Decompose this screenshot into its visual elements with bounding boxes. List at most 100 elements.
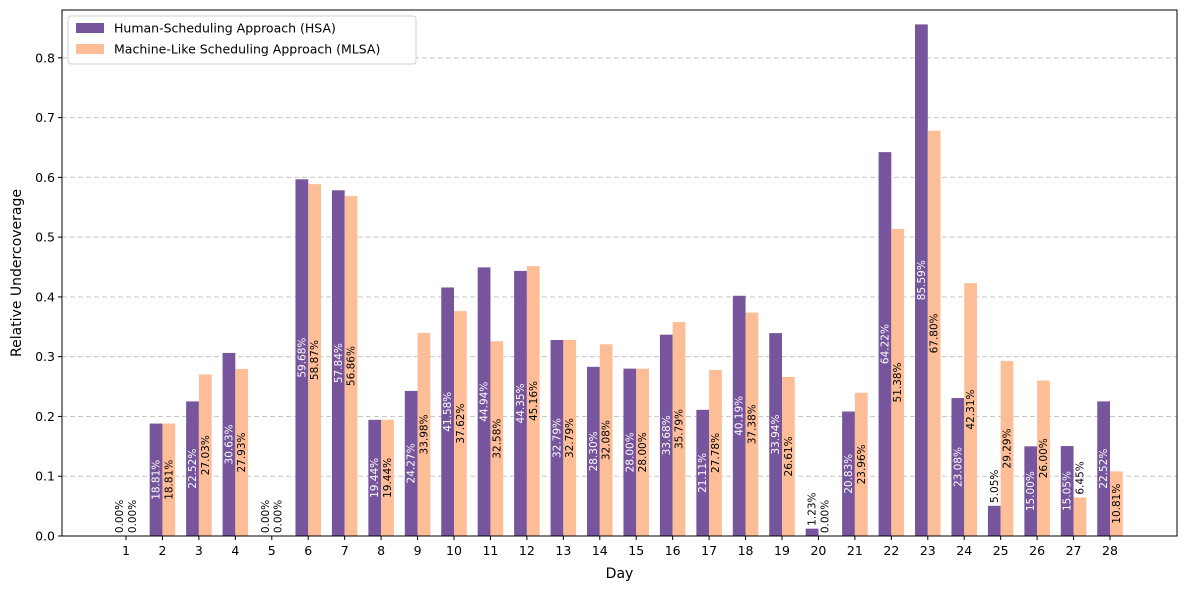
bar-label-mlsa-day-25: 29.29% [1002,428,1014,468]
bar-label-mlsa-day-17: 27.78% [710,433,722,473]
bar-label-hsa-day-15: 28.00% [624,432,636,472]
x-tick-label: 27 [1066,543,1082,558]
x-tick-label: 28 [1102,543,1118,558]
bar-label-hsa-day-22: 64.22% [879,324,891,364]
x-tick-label: 13 [555,543,571,558]
bar-label-hsa-day-9: 24.27% [406,443,418,483]
bar-mlsa-day-2 [162,423,176,536]
bar-label-mlsa-day-6: 58.87% [309,340,321,380]
x-tick-label: 22 [883,543,899,558]
bar-hsa-day-16 [659,334,673,536]
bar-label-mlsa-day-27: 6.45% [1074,461,1086,494]
bar-mlsa-day-12 [526,266,540,536]
bar-hsa-day-3 [186,401,199,536]
bar-label-hsa-day-27: 15.05% [1062,471,1074,511]
bar-hsa-day-19 [769,333,782,536]
bar-hsa-day-7 [331,190,345,537]
bar-hsa-day-9 [404,390,418,536]
bar-label-hsa-day-17: 21.11% [697,453,709,493]
plot-frame [61,9,1178,537]
bar-hsa-day-12 [514,270,527,536]
bar-mlsa-day-6 [308,184,321,536]
bar-label-mlsa-day-12: 45.16% [528,381,540,421]
x-tick-label: 12 [519,543,535,558]
x-tick-label: 17 [701,543,717,558]
x-tick-label: 23 [920,543,936,558]
x-tick-label: 2 [158,543,166,558]
x-tick-label: 1 [122,543,130,558]
bar-mlsa-day-21 [854,392,868,536]
bar-label-hsa-day-6: 59.68% [296,338,308,378]
bar-mlsa-day-19 [782,376,795,536]
bar-hsa-day-8 [368,419,382,536]
bar-label-hsa-day-2: 18.81% [151,460,163,500]
bar-label-hsa-day-16: 33.68% [661,415,673,455]
bar-hsa-day-13 [550,340,564,536]
bar-label-mlsa-day-1: 0.00% [127,500,139,533]
bar-hsa-day-22 [878,152,892,537]
bar-label-mlsa-day-22: 51.38% [892,362,904,402]
bar-hsa-day-21 [842,411,855,536]
bar-label-hsa-day-21: 20.83% [843,454,855,494]
bar-label-mlsa-day-11: 32.58% [491,419,503,459]
x-tick-label: 6 [304,543,312,558]
bar-label-hsa-day-18: 40.19% [734,396,746,436]
bar-hsa-day-24 [951,398,965,536]
bar-hsa-day-17 [696,409,710,536]
bar-label-hsa-day-5: 0.00% [260,500,272,533]
bar-label-hsa-day-13: 32.79% [551,418,563,458]
bar-mlsa-day-14 [599,344,613,536]
bar-label-mlsa-day-2: 18.81% [163,460,175,500]
bar-mlsa-day-10 [454,311,467,536]
x-tick-label: 5 [268,543,276,558]
bar-label-hsa-day-14: 28.30% [588,431,600,471]
x-tick-label: 19 [774,543,790,558]
bar-mlsa-day-15 [636,368,649,536]
bar-hsa-day-14 [587,366,600,536]
bar-label-hsa-day-3: 22.52% [187,449,199,489]
bar-hsa-day-27 [1060,446,1074,536]
bar-hsa-day-6 [295,179,309,536]
bar-hsa-day-23 [915,24,928,537]
x-tick-label: 24 [956,543,972,558]
bar-label-mlsa-day-16: 35.79% [674,409,686,449]
x-tick-label: 26 [1029,543,1045,558]
x-tick-label: 16 [665,543,681,558]
x-tick-label: 7 [341,543,349,558]
bar-label-hsa-day-19: 33.94% [770,415,782,455]
bar-hsa-day-4 [222,352,236,536]
x-axis-label: Day [606,566,634,582]
bar-label-hsa-day-26: 15.00% [1025,471,1037,511]
bar-mlsa-day-27 [1073,497,1087,536]
bar-mlsa-day-4 [235,369,249,536]
y-tick-label: 0.8 [35,50,55,65]
bar-mlsa-day-17 [709,369,722,536]
x-tick-label: 21 [847,543,863,558]
bar-label-hsa-day-4: 30.63% [223,424,235,464]
bar-mlsa-day-25 [1000,360,1014,536]
bar-mlsa-day-23 [927,130,941,536]
x-tick-label: 14 [592,543,608,558]
bar-label-mlsa-day-5: 0.00% [273,500,285,533]
bar-label-mlsa-day-23: 67.80% [929,313,941,353]
bar-label-mlsa-day-14: 32.08% [601,420,613,460]
y-tick-label: 0.2 [35,409,55,424]
bars [149,24,1123,537]
bar-label-hsa-day-28: 22.52% [1098,449,1110,489]
bar-hsa-day-18 [732,295,746,536]
bar-mlsa-day-11 [490,341,504,536]
bar-label-hsa-day-10: 41.58% [442,392,454,432]
legend-entry-hsa: Human-Scheduling Approach (HSA) [114,21,336,36]
bar-hsa-day-2 [149,423,163,536]
x-axis-ticks: 1 2 3 4 5 6 7 8 9 10 11 12 13 14 15 16 17 18 19 20 21 22 23 24 2… [122,536,1118,558]
bar-label-hsa-day-1: 0.00% [114,500,126,533]
x-tick-label: 18 [738,543,754,558]
bar-mlsa-day-9 [417,332,431,536]
x-tick-label: 9 [414,543,422,558]
bar-label-mlsa-day-13: 32.79% [564,418,576,458]
legend-box [67,15,417,65]
bar-label-mlsa-day-10: 37.62% [455,404,467,444]
bar-hsa-day-28 [1097,401,1110,536]
bar-label-hsa-day-11: 44.94% [479,382,491,422]
